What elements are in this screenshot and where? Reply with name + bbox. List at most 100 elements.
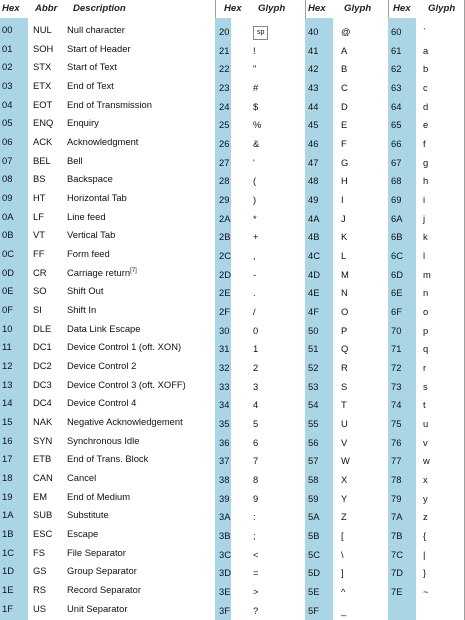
hex-code: 11 (2, 341, 12, 353)
hex-code: 1A (2, 509, 14, 521)
hex-code: 01 (2, 42, 13, 54)
hex-code: 7E (391, 586, 403, 598)
table-row: 44 D (305, 98, 388, 117)
table-row: 27 ' (215, 154, 305, 173)
glyph: ~ (423, 586, 429, 598)
table-row: 3A: (215, 508, 305, 527)
description: Line feed (67, 208, 106, 227)
table-row: 78 x (388, 471, 464, 490)
abbreviation: DC3 (33, 378, 52, 390)
description: Group Separator (67, 562, 137, 581)
hex-column-background (0, 18, 28, 620)
table-row: 0C FF Form feed (0, 245, 215, 264)
glyph: [ (341, 530, 344, 542)
table-row: 60 ` (388, 23, 464, 42)
glyph: } (423, 567, 427, 579)
description-text: Substitute (67, 509, 109, 521)
glyph: R (341, 362, 348, 374)
glyph: - (253, 268, 257, 280)
hex-code: 28 (219, 175, 230, 187)
table-row: 66 f (388, 135, 464, 154)
abbreviation: CR (33, 266, 47, 278)
hex-code: 17 (2, 453, 13, 465)
glyph: ^ (341, 586, 346, 598)
description: Form feed (67, 245, 110, 264)
glyph: , (253, 250, 256, 262)
hex-code: 70 (391, 324, 402, 336)
hex-code: 51 (308, 343, 319, 355)
description: Acknowledgment (67, 133, 138, 152)
description: Bell (67, 152, 83, 171)
hex-code: 7A (391, 511, 403, 523)
glyph: h (423, 175, 429, 187)
control-characters-panel: Hex Abbr Description 00 NUL Null character… (0, 0, 216, 620)
table-row: 6F o (388, 303, 464, 322)
footnote-link[interactable]: [7] (130, 267, 137, 274)
hex-code: 4D (308, 268, 320, 280)
glyph: / (253, 306, 256, 318)
description-text: Shift In (67, 304, 97, 316)
table-row: 39 9 (215, 490, 305, 509)
hex-code: 37 (219, 455, 230, 467)
description-text: Device Control 2 (67, 360, 137, 372)
glyph: k (423, 231, 428, 243)
table-row: 59 Y (305, 490, 388, 509)
glyph: d (423, 100, 429, 112)
hex-code: 54 (308, 399, 319, 411)
hex-code: 15 (2, 416, 13, 428)
table-row: 06 ACK Acknowledgment (0, 133, 215, 152)
glyph: U (341, 418, 348, 430)
glyph: e (423, 119, 429, 131)
hex-code: 6D (391, 268, 403, 280)
glyph-panel-60-7e: Hex Glyph 60 ` 61 a 62 b 63 c 64 d 65 e 66 f 67 g 68 h 69 i… (388, 0, 465, 620)
abbreviation: DLE (33, 322, 52, 334)
hex-code: 0A (2, 210, 14, 222)
abbreviation: NUL (33, 24, 52, 35)
hex-code: 40 (308, 26, 319, 37)
glyph: I (341, 194, 344, 206)
table-row: 58 X (305, 471, 388, 490)
glyph: 1 (253, 343, 259, 355)
abbreviation: EM (33, 490, 48, 502)
abbreviation: BS (33, 173, 46, 185)
abbreviation: SO (33, 285, 47, 297)
table-row: 2B + (215, 228, 305, 247)
abbreviation: SI (33, 304, 42, 316)
glyph: " (253, 63, 257, 75)
hex-code: 29 (219, 194, 230, 206)
hex-code: 1C (2, 546, 14, 558)
hex-column-background (215, 18, 231, 620)
table-row: 2F / (215, 303, 305, 322)
hex-code: 19 (2, 490, 13, 502)
abbreviation: ETB (33, 453, 52, 465)
table-row: 1C FS File Separator (0, 544, 215, 563)
abbreviation: SOH (33, 42, 54, 54)
glyph: > (253, 586, 259, 598)
table-row: 14 DC4 Device Control 4 (0, 394, 215, 413)
hex-code: 49 (308, 194, 319, 206)
table-row: 61 a (388, 42, 464, 61)
hex-code: 4F (308, 306, 319, 318)
hex-code: 44 (308, 100, 319, 112)
description: End of Trans. Block (67, 450, 148, 469)
hex-code: 75 (391, 418, 402, 430)
glyph: . (253, 287, 256, 299)
glyph: r (423, 362, 427, 374)
description-text: Record Separator (67, 584, 141, 596)
description-text: End of Text (67, 80, 114, 91)
hex-code: 2C (219, 250, 231, 262)
table-row: 37 7 (215, 452, 305, 471)
glyph: E (341, 119, 348, 131)
table-row: 2C, (215, 247, 305, 266)
table-row: 30 0 (215, 322, 305, 341)
hex-code: 60 (391, 26, 402, 37)
description: Negative Acknowledgement (67, 413, 183, 432)
glyph: Y (341, 492, 348, 504)
hex-code: 00 (2, 24, 13, 35)
glyph: T (341, 399, 347, 411)
hex-code: 6C (391, 250, 403, 262)
table-row: 43 C (305, 79, 388, 98)
hex-code: 47 (308, 156, 319, 168)
table-row: 69 i (388, 191, 464, 210)
abbreviation: SYN (33, 434, 53, 446)
